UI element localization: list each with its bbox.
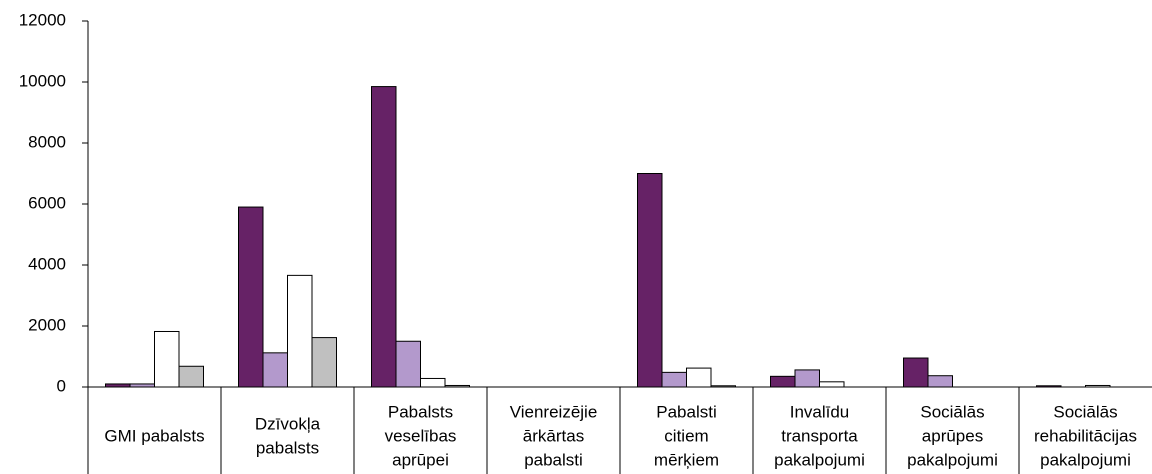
x-tick-label: veselības: [385, 426, 457, 445]
x-tick-label: mērķiem: [654, 450, 719, 469]
x-tick-label: Pabalsts: [388, 402, 453, 421]
bar: [395, 340, 421, 388]
x-tick-label: citiem: [664, 426, 708, 445]
x-tick-label: transporta: [781, 426, 858, 445]
x-tick-label: Vienreizējie: [510, 402, 598, 421]
bar: [105, 383, 131, 388]
bar: [444, 384, 470, 388]
bar: [903, 357, 929, 388]
x-tick-label: pakalpojumi: [774, 450, 865, 469]
bar: [661, 371, 687, 388]
x-tick-label: Pabalsti: [656, 402, 716, 421]
x-tick-label: ārkārtas: [523, 426, 584, 445]
bar: [770, 375, 796, 388]
bar: [154, 330, 180, 388]
x-tick-label: Dzīvokļa: [255, 414, 321, 433]
bar: [1036, 385, 1062, 388]
bar: [686, 367, 712, 388]
bar: [178, 365, 204, 388]
y-tick-label: 6000: [28, 193, 66, 212]
x-tick-label: aprūpei: [392, 450, 449, 469]
y-tick-label: 12000: [19, 10, 66, 29]
y-tick-label: 4000: [28, 254, 66, 273]
bar: [129, 383, 155, 388]
x-tick-label: pabalsti: [524, 450, 583, 469]
bar: [927, 375, 953, 388]
x-tick-label: aprūpes: [922, 426, 983, 445]
x-tick-label: Invalīdu: [790, 402, 850, 421]
y-tick-label: 2000: [28, 315, 66, 334]
bar: [637, 173, 663, 388]
y-tick-label: 0: [57, 376, 66, 395]
x-tick-label: pakalpojumi: [907, 450, 998, 469]
x-tick-label: pakalpojumi: [1040, 450, 1131, 469]
bar: [238, 206, 264, 388]
bar: [311, 337, 337, 388]
bar: [819, 381, 845, 388]
x-tick-label: rehabilitācijas: [1034, 426, 1137, 445]
bar: [420, 377, 446, 388]
x-tick-label: pabalsts: [256, 438, 319, 457]
y-tick-label: 10000: [19, 71, 66, 90]
bar: [287, 274, 313, 388]
bar: [710, 385, 736, 388]
bar: [1085, 384, 1111, 388]
bar: [794, 369, 820, 388]
x-tick-label: Sociālās: [920, 402, 984, 421]
x-tick-label: GMI pabalsts: [104, 426, 204, 445]
y-tick-label: 8000: [28, 132, 66, 151]
bar: [371, 86, 397, 388]
x-tick-label: Sociālās: [1053, 402, 1117, 421]
bar: [262, 352, 288, 388]
